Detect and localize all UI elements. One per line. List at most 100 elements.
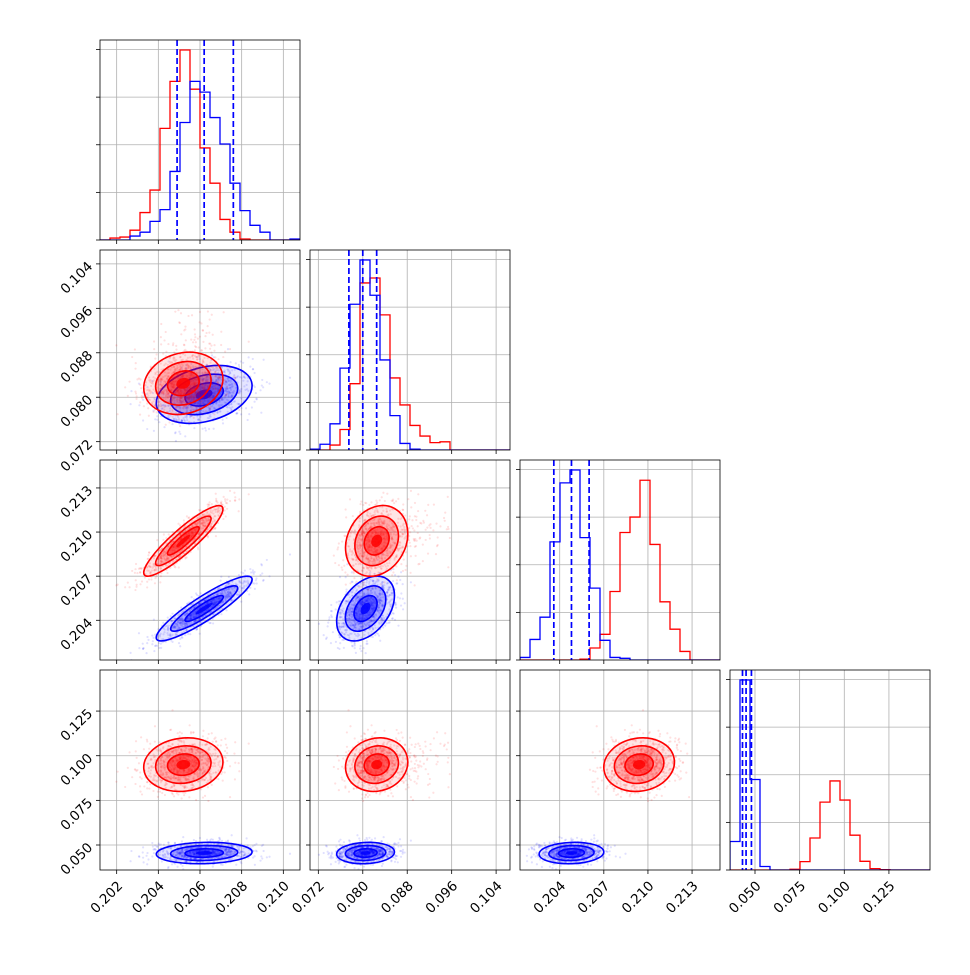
point-1-0-s0-119 [259, 389, 261, 391]
point-1-0-s1-737 [185, 339, 187, 341]
point-2-1-s0-698 [392, 568, 394, 570]
point-2-1-s0-832 [394, 574, 396, 576]
point-2-0-s0-405 [146, 642, 148, 644]
panel-content-2-0 [115, 490, 291, 661]
point-2-0-s1-192 [187, 517, 189, 519]
point-2-1-s0-898 [372, 636, 374, 638]
point-2-0-s1-421 [134, 568, 136, 570]
point-1-0-s0-652 [142, 399, 144, 401]
point-1-0-s1-677 [211, 314, 213, 316]
point-1-0-s1-683 [141, 397, 143, 399]
point-2-1-s0-404 [330, 604, 332, 606]
point-2-0-s1-548 [144, 577, 146, 579]
point-1-0-s1-624 [204, 347, 206, 349]
point-1-0-s1-633 [199, 311, 201, 313]
point-2-0-s1-320 [172, 531, 174, 533]
point-1-0-s1-268 [184, 326, 186, 328]
point-2-1-s1-71 [381, 496, 383, 498]
point-1-0-s1-662 [160, 343, 162, 345]
point-1-0-s1-766 [198, 346, 200, 348]
point-1-0-s0-555 [247, 419, 249, 421]
point-2-1-s0-796 [402, 598, 404, 600]
point-1-0-s0-136 [154, 418, 156, 420]
point-1-0-s1-520 [197, 337, 199, 339]
point-2-0-s1-668 [186, 515, 188, 517]
point-1-0-s0-463 [253, 372, 255, 374]
point-2-0-s1-414 [148, 551, 150, 553]
point-2-0-s0-256 [162, 622, 164, 624]
point-2-0-s1-530 [138, 568, 140, 570]
point-2-0-s0-839 [262, 580, 264, 582]
point-1-0-s1-200 [207, 325, 209, 327]
point-2-0-s0-832 [238, 574, 240, 576]
point-2-1-s1-31 [435, 553, 437, 555]
point-1-0-s0-309 [222, 422, 224, 424]
point-2-1-s0-616 [328, 618, 330, 620]
point-2-1-s0-862 [379, 640, 381, 642]
point-2-1-s1-303 [352, 515, 354, 517]
point-2-1-s0-836 [327, 625, 329, 627]
point-1-0-s0-836 [175, 431, 177, 433]
point-2-1-s1-223 [444, 520, 446, 522]
point-2-0-s1-498 [147, 554, 149, 556]
point-2-1-s0-539 [400, 604, 402, 606]
point-1-0-s1-702 [225, 394, 227, 396]
point-2-1-s1-228 [336, 548, 338, 550]
point-1-0-s1-382 [194, 349, 196, 351]
point-2-1-s1-51 [360, 586, 362, 588]
point-2-0-s0-802 [255, 579, 257, 581]
point-2-0-s0-805 [181, 636, 183, 638]
point-2-0-s0-806 [160, 647, 162, 649]
point-2-1-s0-300 [325, 638, 327, 640]
point-2-1-s1-334 [333, 555, 335, 557]
point-1-0-s1-103 [233, 375, 235, 377]
point-2-0-s1-53 [128, 586, 130, 588]
point-1-0-s0-404 [213, 428, 215, 430]
point-2-0-s0-9 [256, 582, 258, 584]
point-1-0-s1-442 [177, 309, 179, 311]
point-1-0-s1-780 [134, 348, 136, 350]
point-2-0-s0-616 [153, 618, 155, 620]
point-1-0-s1-714 [224, 351, 226, 353]
point-2-1-s0-784 [355, 652, 357, 654]
point-2-0-s1-896 [215, 493, 217, 495]
point-2-1-s1-186 [395, 500, 397, 502]
point-2-0-s1-850 [147, 558, 149, 560]
point-1-0-s1-281 [174, 311, 176, 313]
point-2-1-s0-736 [399, 597, 401, 599]
point-2-1-s0-198 [328, 616, 330, 618]
point-1-0-s1-501 [173, 351, 175, 353]
point-2-1-s1-295 [424, 510, 426, 512]
point-1-0-s1-552 [210, 352, 212, 354]
point-2-0-s1-433 [168, 533, 170, 535]
point-1-0-s0-601 [235, 362, 237, 364]
point-1-0-s1-568 [153, 348, 155, 350]
point-2-1-s0-22 [400, 571, 402, 573]
point-2-0-s0-549 [160, 643, 162, 645]
point-2-0-s1-350 [127, 581, 129, 583]
point-1-0-s1-172 [194, 336, 196, 338]
point-1-0-s1-210 [178, 321, 180, 323]
point-2-1-s1-12 [360, 501, 362, 503]
point-1-0-s1-754 [193, 339, 195, 341]
point-2-0-s1-453 [226, 508, 228, 510]
point-2-0-s1-231 [136, 584, 138, 586]
point-1-0-s0-757 [238, 366, 240, 368]
point-2-1-s0-299 [391, 618, 393, 620]
point-1-0-s1-85 [194, 345, 196, 347]
point-2-1-s1-184 [349, 582, 351, 584]
point-1-0-s1-408 [165, 351, 167, 353]
point-1-0-s1-648 [213, 350, 215, 352]
point-2-0-s1-584 [162, 539, 164, 541]
point-2-0-s0-30 [180, 606, 182, 608]
point-2-1-s0-309 [336, 601, 338, 603]
point-1-0-s1-64 [205, 410, 207, 412]
point-2-1-s1-200 [433, 504, 435, 506]
point-2-0-s0-550 [199, 633, 201, 635]
point-2-0-s0-339 [196, 594, 198, 596]
point-1-0-s1-783 [209, 408, 211, 410]
point-1-0-s0-764 [235, 412, 237, 414]
point-2-0-s1-349 [222, 518, 224, 520]
point-2-0-s1-683 [141, 580, 143, 582]
